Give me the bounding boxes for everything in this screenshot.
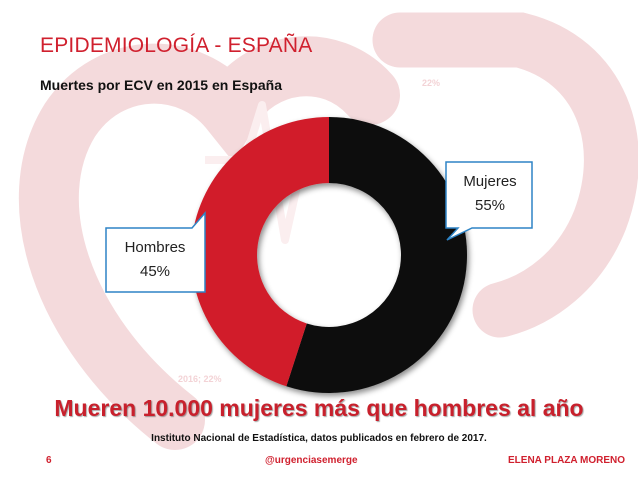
ghost-label-bottom: 2016; 22%	[178, 374, 222, 384]
callout-mujeres-text: Mujeres 55%	[450, 170, 530, 218]
slice-hombres	[191, 117, 329, 387]
slide-title: EPIDEMIOLOGÍA - ESPAÑA	[40, 34, 313, 57]
callout-hombres-text: Hombres 45%	[110, 236, 200, 284]
callout-mujeres-value: 55%	[474, 197, 506, 214]
chart-subtitle: Muertes por ECV en 2015 en España	[40, 77, 282, 93]
page-number: 6	[46, 455, 52, 466]
slice-mujeres	[286, 117, 468, 393]
callout-mujeres-box	[445, 161, 533, 241]
callout-hombres-name: Hombres	[124, 239, 186, 256]
callout-hombres-box	[105, 210, 206, 293]
source-note: Instituto Nacional de Estadística, datos…	[151, 433, 487, 444]
callout-mujeres-name: Mujeres	[463, 173, 517, 190]
ghost-label-top: 22%	[422, 78, 441, 88]
headline: Mueren 10.000 mujeres más que hombres al…	[54, 395, 584, 421]
footer-author: ELENA PLAZA MORENO	[508, 455, 626, 466]
footer-handle: @urgenciasemerge	[265, 455, 358, 466]
callout-hombres-value: 45%	[139, 263, 171, 280]
